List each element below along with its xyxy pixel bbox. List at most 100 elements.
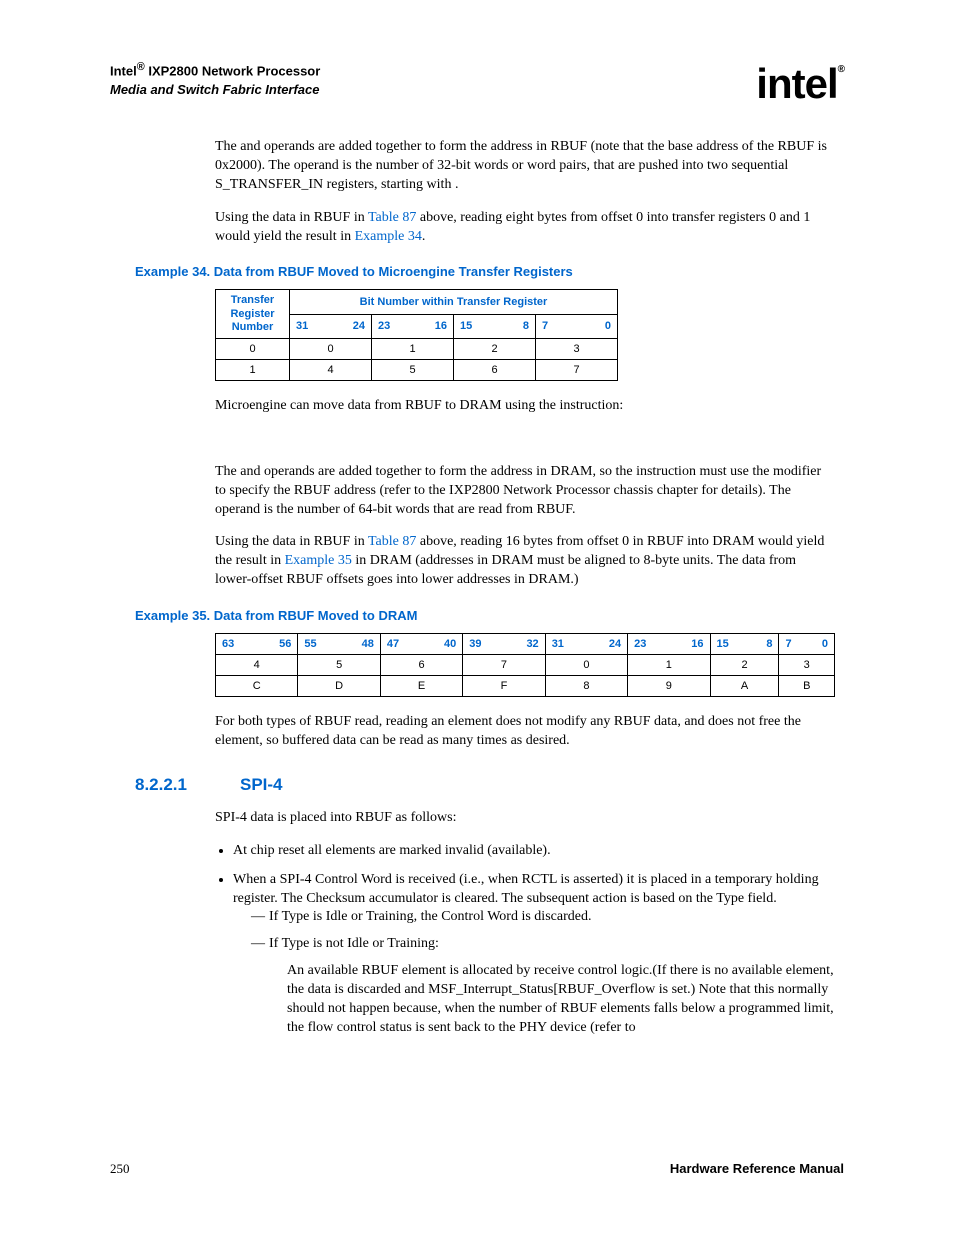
t34-r1c1: 4 (290, 360, 372, 381)
paragraph-3: Microengine can move data from RBUF to D… (215, 397, 835, 416)
section-number: 8.2.2.1 (135, 775, 240, 795)
p5a: Using the data in RBUF in (215, 534, 368, 549)
t35b31: 32 (526, 638, 538, 650)
paragraph-7: SPI-4 data is placed into RBUF as follow… (215, 809, 835, 828)
p2c: . (422, 229, 426, 244)
example-35-heading: Example 35. Data from RBUF Moved to DRAM (135, 608, 844, 623)
p4b: and (240, 464, 264, 479)
t34-r1c0: 1 (216, 360, 290, 381)
t34-r1c3: 6 (454, 360, 536, 381)
t35b01: 56 (279, 638, 291, 650)
blank-line (215, 430, 835, 449)
t35-bitrow: 6356 5548 4740 3932 3124 2316 158 70 (216, 634, 835, 655)
t35b20: 47 (387, 638, 399, 650)
paragraph-4: The and operands are added together to f… (215, 463, 835, 520)
t35r1c4: 8 (545, 676, 627, 697)
t34-b11: 16 (435, 320, 447, 332)
t35b71: 0 (822, 638, 828, 650)
t35r0c5: 1 (628, 655, 710, 676)
table-example-35: 6356 5548 4740 3932 3124 2316 158 70 4 5… (215, 633, 835, 697)
dash-icon: — (251, 935, 269, 954)
header-reg: ® (137, 61, 145, 73)
link-example-35[interactable]: Example 35 (285, 553, 352, 568)
t35r1c1: D (298, 676, 380, 697)
t34-r0c4: 3 (536, 339, 618, 360)
paragraph-6: For both types of RBUF read, reading an … (215, 713, 835, 751)
t35r0c7: 3 (779, 655, 835, 676)
table-row: 0 0 1 2 3 (216, 339, 618, 360)
p4d: instruction must use the (636, 464, 773, 479)
link-table-87-a[interactable]: Table 87 (368, 210, 416, 225)
t35r1c0: C (216, 676, 298, 697)
logo-text: intel (756, 60, 837, 107)
example-34-heading: Example 34. Data from RBUF Moved to Micr… (135, 264, 844, 279)
t34-b10: 23 (378, 320, 390, 332)
t35b10: 55 (304, 638, 316, 650)
t35r1c2: E (380, 676, 462, 697)
dash-icon: — (251, 908, 269, 927)
list-item: At chip reset all elements are marked in… (233, 842, 835, 861)
p1b: and (240, 139, 264, 154)
t34-r0c1: 0 (290, 339, 372, 360)
t35r0c3: 7 (463, 655, 545, 676)
header-subtitle: Media and Switch Fabric Interface (110, 81, 320, 99)
t34-r1c4: 7 (536, 360, 618, 381)
page-number: 250 (110, 1161, 130, 1177)
t35b21: 40 (444, 638, 456, 650)
bullet-list: At chip reset all elements are marked in… (233, 842, 835, 1038)
p4a: The (215, 464, 240, 479)
t34-r0c2: 1 (372, 339, 454, 360)
t35r0c2: 6 (380, 655, 462, 676)
link-table-87-b[interactable]: Table 87 (368, 534, 416, 549)
page-header: Intel® IXP2800 Network Processor Media a… (110, 60, 844, 108)
p1d: operand is the number of 32-bit words or… (215, 158, 788, 192)
dash-1-text: If Type is Idle or Training, the Control… (269, 908, 591, 927)
body-column: The and operands are added together to f… (215, 138, 835, 246)
dash-list: —If Type is Idle or Training, the Contro… (251, 908, 835, 1037)
t34-r0c3: 2 (454, 339, 536, 360)
footer-label: Hardware Reference Manual (670, 1161, 844, 1177)
t35r0c0: 4 (216, 655, 298, 676)
table-row: C D E F 8 9 A B (216, 676, 835, 697)
t35b70: 7 (785, 638, 791, 650)
link-example-34[interactable]: Example 34 (355, 229, 422, 244)
paragraph-5: Using the data in RBUF in Table 87 above… (215, 533, 835, 590)
paragraph-2: Using the data in RBUF in Table 87 above… (215, 209, 835, 247)
p4f: operand is the number of 64-bit words th… (215, 502, 575, 517)
t35b61: 8 (766, 638, 772, 650)
t35r1c7: B (779, 676, 835, 697)
paragraph-1: The and operands are added together to f… (215, 138, 835, 195)
t34-r1c2: 5 (372, 360, 454, 381)
t35r0c6: 2 (710, 655, 779, 676)
dash-item: —If Type is not Idle or Training: (251, 935, 835, 954)
p4c: operands are added together to form the … (264, 464, 636, 479)
table-example-34: Transfer Register Number Bit Number with… (215, 289, 618, 381)
logo-registered-icon: ® (838, 64, 844, 75)
t34-b21: 8 (523, 320, 529, 332)
t34-colspan: Bit Number within Transfer Register (290, 290, 618, 314)
t35b41: 24 (609, 638, 621, 650)
t34-b01: 24 (353, 320, 365, 332)
t34-b31: 0 (605, 320, 611, 332)
p2a: Using the data in RBUF in (215, 210, 368, 225)
dash-sub-text: An available RBUF element is allocated b… (287, 962, 835, 1038)
list-item: When a SPI-4 Control Word is received (i… (233, 871, 835, 1038)
t35b30: 39 (469, 638, 481, 650)
p1a: The (215, 139, 240, 154)
t34-b30: 7 (542, 320, 548, 332)
header-intel: Intel (110, 63, 137, 78)
t34-rowhead: Transfer Register Number (216, 290, 290, 339)
t35b60: 15 (717, 638, 729, 650)
header-left: Intel® IXP2800 Network Processor Media a… (110, 60, 320, 99)
intel-logo: intel® (756, 60, 844, 108)
t35b40: 31 (552, 638, 564, 650)
header-model: IXP2800 Network Processor (145, 63, 321, 78)
section-title: SPI-4 (240, 775, 283, 795)
t35r1c5: 9 (628, 676, 710, 697)
t35b51: 16 (691, 638, 703, 650)
header-product-line: Intel® IXP2800 Network Processor (110, 60, 320, 81)
t35r1c3: F (463, 676, 545, 697)
table-row: 1 4 5 6 7 (216, 360, 618, 381)
dash-item: —If Type is Idle or Training, the Contro… (251, 908, 835, 927)
t35r1c6: A (710, 676, 779, 697)
